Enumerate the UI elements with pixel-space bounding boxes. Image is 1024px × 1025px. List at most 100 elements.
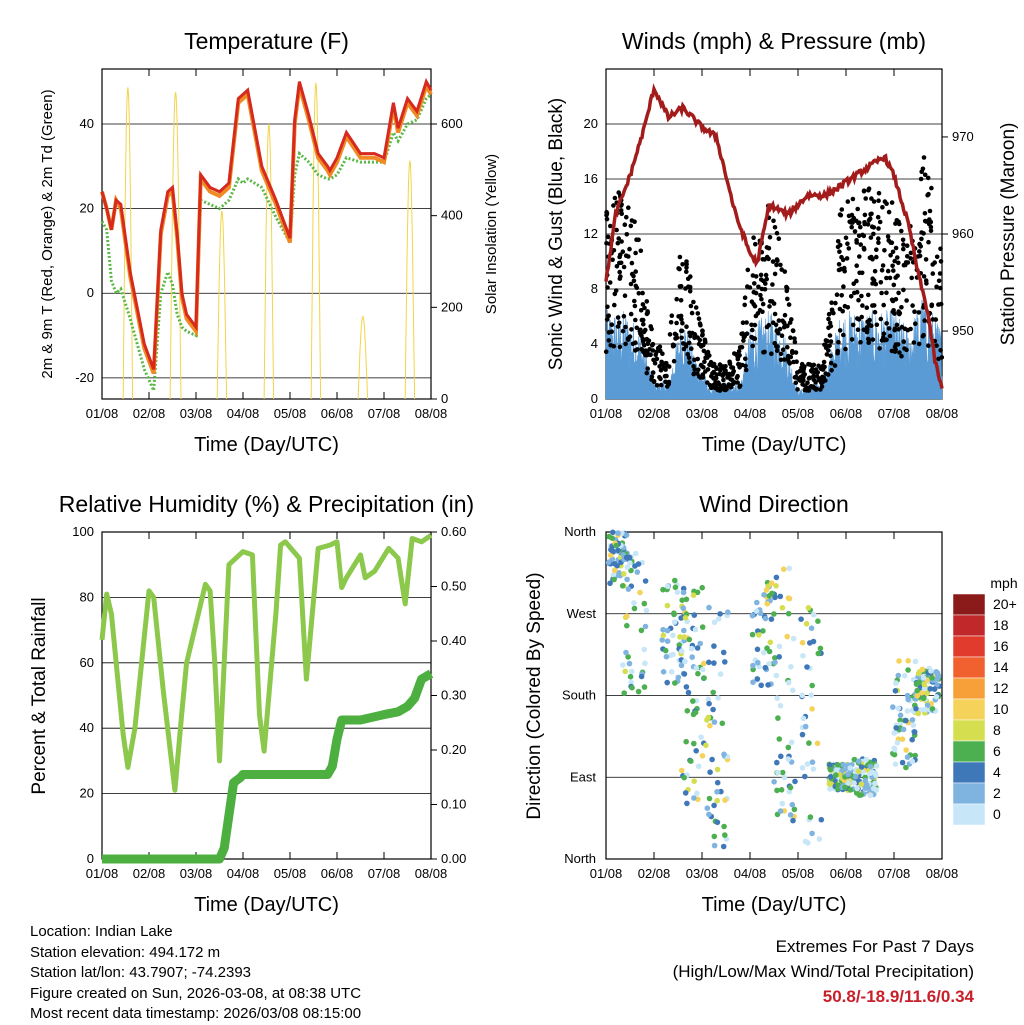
gust-point — [641, 342, 647, 348]
wind-direction-point — [721, 823, 727, 830]
wind-direction-point — [674, 589, 681, 595]
gust-point — [685, 352, 690, 357]
wind-direction-point — [914, 687, 920, 694]
colorbar-label: 10 — [993, 701, 1009, 717]
wind-direction-point — [854, 785, 860, 792]
temperature-right-tick-label: 200 — [441, 299, 463, 314]
gust-point — [605, 304, 610, 310]
wind-direction-point — [638, 627, 645, 634]
gust-point — [624, 232, 630, 237]
gust-point — [854, 263, 859, 269]
gust-point — [758, 272, 764, 278]
wind-direction-point — [699, 584, 705, 591]
gust-point — [762, 287, 768, 292]
wind-direction-point — [905, 696, 911, 703]
wind-direction-point — [672, 577, 678, 584]
gust-point — [805, 380, 810, 386]
gust-point — [856, 220, 862, 225]
humidity-right-tick-label: 0.30 — [441, 688, 466, 703]
gust-point — [737, 384, 742, 390]
wind-direction-x-tick-label: 05/08 — [782, 866, 815, 881]
gust-point — [679, 317, 684, 322]
gust-point — [923, 257, 929, 262]
station-location: Location: Indian Lake — [30, 923, 173, 940]
wind-direction-point — [677, 634, 683, 640]
gust-point — [882, 248, 887, 253]
colorbar-label: 0 — [993, 806, 1001, 822]
wind-direction-point — [900, 726, 907, 733]
gust-point — [779, 333, 785, 339]
temperature-title: Temperature (F) — [184, 28, 349, 54]
gust-point — [791, 359, 796, 365]
wind-direction-point — [777, 702, 784, 709]
wind-direction-point — [827, 762, 833, 768]
gust-point — [629, 260, 635, 266]
gust-point — [708, 359, 714, 365]
wind-direction-point — [771, 611, 777, 617]
wind-direction-point — [624, 622, 630, 629]
wind-direction-point — [634, 569, 641, 575]
gust-point — [855, 327, 861, 333]
gust-point — [893, 221, 898, 226]
wind-direction-point — [928, 668, 934, 674]
gust-point — [828, 360, 834, 366]
gust-point — [650, 348, 656, 353]
gust-point — [884, 321, 889, 326]
gust-point — [612, 302, 617, 308]
gust-point — [688, 303, 694, 309]
gust-point — [874, 322, 880, 328]
gust-point — [728, 384, 734, 390]
gust-point — [916, 341, 922, 347]
gust-point — [879, 338, 885, 343]
gust-point — [772, 271, 778, 277]
gust-point — [844, 256, 850, 261]
gust-point — [640, 302, 646, 307]
wind-direction-point — [611, 567, 618, 574]
wind-direction-point — [920, 675, 927, 681]
wind-direction-point — [693, 748, 699, 754]
gust-point — [839, 207, 845, 212]
gust-point — [606, 330, 612, 335]
gust-point — [888, 240, 893, 245]
wind-direction-point — [706, 700, 712, 707]
gust-point — [856, 317, 862, 322]
wind-direction-x-tick-label: 02/08 — [638, 866, 671, 881]
wind-direction-point — [693, 665, 700, 671]
gust-point — [887, 275, 893, 281]
gust-point — [877, 346, 882, 351]
wind-direction-point — [621, 690, 627, 696]
gust-point — [891, 282, 897, 288]
gust-point — [930, 262, 935, 267]
wind-direction-point — [924, 702, 931, 709]
wind-direction-point — [810, 638, 817, 645]
gust-point — [623, 341, 628, 347]
humidity-x-tick-label: 04/08 — [227, 866, 260, 881]
wind-direction-x-axis-title: Time (Day/UTC) — [702, 894, 847, 916]
gust-point — [684, 265, 689, 270]
gust-point — [758, 292, 763, 298]
wind-direction-point — [768, 580, 775, 586]
wind-direction-point — [766, 661, 772, 667]
gust-point — [871, 278, 877, 283]
gust-point — [644, 299, 650, 304]
winds-y-axis-title: Sonic Wind & Gust (Blue, Black) — [546, 98, 567, 370]
gust-point — [604, 216, 610, 222]
wind-direction-point — [691, 740, 697, 747]
extremes-values: 50.8/-18.9/11.6/0.34 — [822, 987, 974, 1006]
wind-direction-y-tick-label: North — [564, 851, 596, 866]
wind-direction-point — [863, 756, 869, 763]
humidity-y-tick-label: 20 — [80, 786, 94, 801]
gust-point — [878, 316, 884, 322]
gust-point — [776, 331, 781, 336]
gust-point — [917, 249, 922, 254]
gust-point — [876, 226, 881, 231]
gust-point — [782, 269, 788, 274]
wind-direction-point — [897, 712, 904, 719]
gust-point — [801, 373, 806, 378]
gust-point — [926, 221, 932, 227]
gust-point — [735, 354, 740, 359]
gust-point — [730, 370, 736, 375]
gust-point — [885, 268, 891, 274]
gust-point — [934, 343, 939, 348]
wind-direction-point — [827, 766, 834, 773]
